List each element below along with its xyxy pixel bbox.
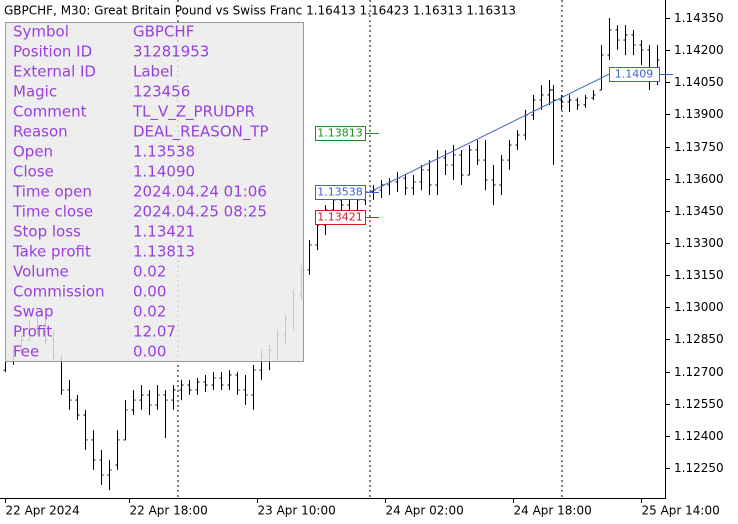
panel-value: 1.14090 bbox=[133, 163, 195, 181]
panel-value: 1.13538 bbox=[133, 143, 195, 161]
y-tick-label: 1.14200 bbox=[674, 43, 724, 57]
panel-field: Fee bbox=[13, 343, 39, 361]
trade-line bbox=[369, 73, 611, 193]
y-tick-label: 1.13300 bbox=[674, 236, 724, 250]
panel-value: DEAL_REASON_TP bbox=[133, 123, 269, 142]
close-price-box bbox=[609, 67, 660, 82]
y-tick-label: 1.12550 bbox=[674, 397, 724, 411]
panel-value: 0.02 bbox=[133, 303, 166, 321]
panel-field: Time close bbox=[12, 203, 93, 221]
panel-value: 1.13813 bbox=[133, 243, 195, 261]
take-profit-box bbox=[315, 126, 366, 141]
y-tick-label: 1.12700 bbox=[674, 365, 724, 379]
panel-value: 0.02 bbox=[133, 263, 166, 281]
panel-value: TL_V_Z_PRUDPR bbox=[132, 103, 255, 122]
y-tick-label: 1.13450 bbox=[674, 204, 724, 218]
panel-value: 123456 bbox=[133, 83, 190, 101]
y-tick-label: 1.13600 bbox=[674, 172, 724, 186]
panel-value: 31281953 bbox=[133, 43, 209, 61]
panel-field: Volume bbox=[13, 263, 69, 281]
open-price-box bbox=[315, 185, 366, 200]
panel-field: Magic bbox=[13, 83, 57, 101]
x-tick-label: 23 Apr 10:00 bbox=[258, 504, 336, 518]
x-tick-label: 24 Apr 18:00 bbox=[514, 504, 592, 518]
panel-field: Profit bbox=[13, 323, 52, 341]
y-tick-label: 1.12400 bbox=[674, 429, 724, 443]
y-tick-label: 1.14350 bbox=[674, 11, 724, 25]
x-tick-label: 25 Apr 14:00 bbox=[642, 504, 720, 518]
x-tick-label: 22 Apr 2024 bbox=[6, 504, 80, 518]
y-tick-label: 1.13150 bbox=[674, 268, 724, 282]
open-price-label: 1.13538 bbox=[317, 186, 363, 199]
panel-field: External ID bbox=[13, 63, 96, 81]
panel-value: 2024.04.24 01:06 bbox=[133, 183, 267, 201]
close-price-label: 1.1409 bbox=[615, 68, 654, 81]
info-panel-rows: Symbol GBPCHF Position ID 31281953 External … bbox=[12, 23, 269, 361]
stop-loss-box bbox=[315, 210, 366, 225]
y-tick-label: 1.13900 bbox=[674, 107, 724, 121]
panel-field: Position ID bbox=[13, 43, 92, 61]
y-tick-label: 1.12850 bbox=[674, 332, 724, 346]
panel-field: Swap bbox=[13, 303, 54, 321]
y-tick-label: 1.13750 bbox=[674, 140, 724, 154]
y-tick-label: 1.14050 bbox=[674, 75, 724, 89]
panel-value: 1.13421 bbox=[133, 223, 195, 241]
panel-field: Reason bbox=[13, 123, 68, 141]
x-tick-label: 22 Apr 18:00 bbox=[130, 504, 208, 518]
panel-field: Open bbox=[13, 143, 53, 161]
take-profit-label: 1.13813 bbox=[317, 127, 363, 140]
panel-field: Stop loss bbox=[13, 223, 81, 241]
panel-value: 0.00 bbox=[133, 343, 166, 361]
y-tick-label: 1.12250 bbox=[674, 461, 724, 475]
y-tick-label: 1.13000 bbox=[674, 300, 724, 314]
panel-field: Symbol bbox=[13, 23, 69, 41]
info-panel bbox=[5, 22, 304, 362]
chart-title: GBPCHF, M30: Great Britain Pound vs Swis… bbox=[4, 4, 516, 18]
panel-field: Comment bbox=[13, 103, 87, 121]
panel-value: Label bbox=[133, 63, 173, 81]
panel-field: Close bbox=[13, 163, 54, 181]
panel-field: Time open bbox=[12, 183, 92, 201]
panel-value: 12.07 bbox=[133, 323, 176, 341]
panel-value: 2024.04.25 08:25 bbox=[133, 203, 267, 221]
x-tick-label: 24 Apr 02:00 bbox=[386, 504, 464, 518]
panel-value: GBPCHF bbox=[133, 23, 194, 41]
panel-field: Commission bbox=[13, 283, 105, 301]
panel-value: 0.00 bbox=[133, 283, 166, 301]
stop-loss-label: 1.13421 bbox=[317, 211, 363, 224]
panel-field: Take profit bbox=[12, 243, 91, 261]
